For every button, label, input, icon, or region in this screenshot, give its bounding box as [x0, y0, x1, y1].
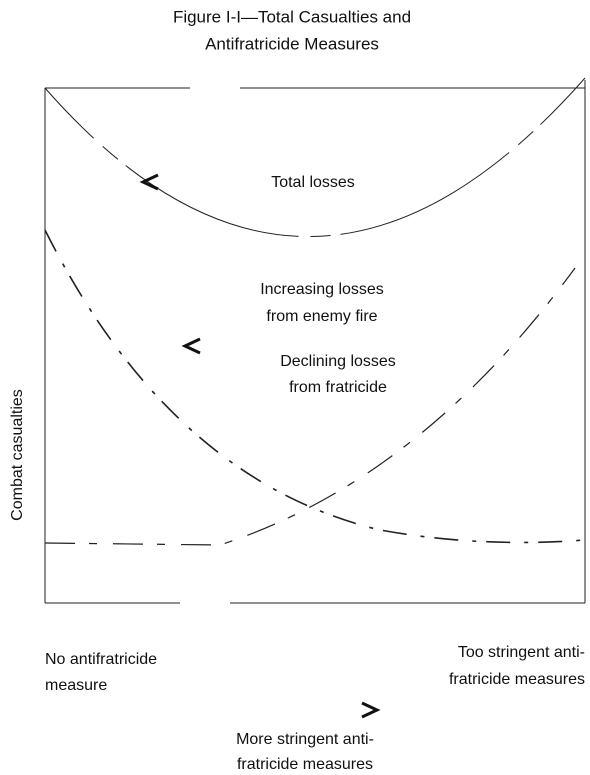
enemy-curve — [44, 267, 576, 546]
curve-label: from fratricide — [289, 379, 387, 396]
title: Antifratricide Measures — [205, 34, 379, 53]
curve-label: Increasing losses — [260, 281, 384, 298]
fratricide-curve — [44, 229, 586, 544]
arrow — [139, 173, 159, 191]
y-axis-label: Combat casualties — [9, 389, 26, 521]
frame — [44, 80, 586, 604]
curve-label: from enemy fire — [266, 308, 377, 325]
x-right-label: Too stringent anti- — [458, 644, 585, 661]
curves — [44, 77, 586, 546]
curve-label: Total losses — [271, 174, 355, 191]
x-axis-label: fratricide measures — [237, 756, 373, 773]
title: Figure I-I—Total Casualties and — [173, 7, 411, 26]
arrow — [361, 701, 381, 719]
x-left-label: No antifratricide — [45, 651, 157, 668]
total-curve — [44, 77, 586, 237]
x-left-label: measure — [45, 677, 107, 694]
x-right-label: fratricide measures — [449, 671, 585, 688]
curve-label: Declining losses — [280, 353, 396, 370]
arrow — [181, 337, 201, 355]
x-axis-label: More stringent anti- — [236, 731, 374, 748]
